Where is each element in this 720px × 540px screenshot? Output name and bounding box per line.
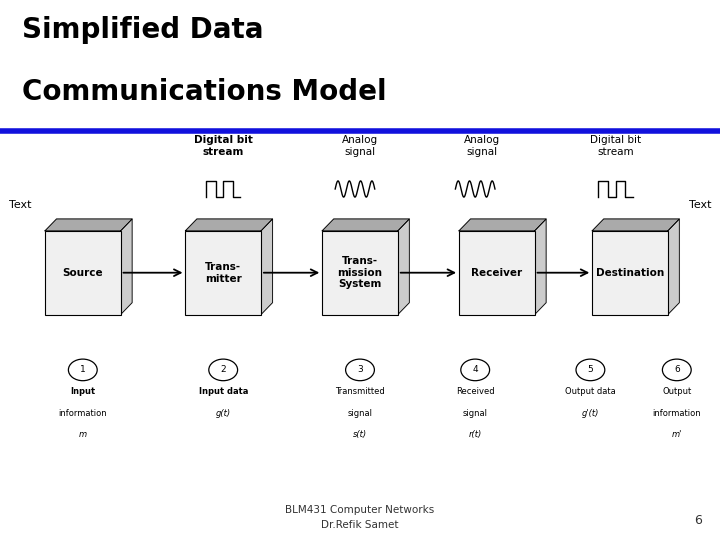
Text: Trans-
mission
System: Trans- mission System	[338, 256, 382, 289]
Text: BLM431 Computer Networks: BLM431 Computer Networks	[285, 505, 435, 515]
Text: Source: Source	[63, 268, 103, 278]
Bar	[323, 231, 397, 314]
Text: information: information	[652, 409, 701, 418]
Text: Output: Output	[662, 387, 691, 396]
Polygon shape	[534, 219, 546, 314]
Bar	[593, 231, 668, 314]
Text: g(t): g(t)	[215, 409, 231, 418]
Text: information: information	[58, 409, 107, 418]
Polygon shape	[45, 219, 132, 231]
Polygon shape	[261, 219, 272, 314]
Text: 4: 4	[472, 366, 478, 374]
Text: s(t): s(t)	[353, 430, 367, 440]
Text: Communications Model: Communications Model	[22, 78, 386, 106]
Text: m: m	[78, 430, 87, 440]
Polygon shape	[397, 219, 409, 314]
Text: Input: Input	[71, 387, 95, 396]
Bar	[459, 231, 534, 314]
Text: 1: 1	[80, 366, 86, 374]
Text: Dr.Refik Samet: Dr.Refik Samet	[321, 520, 399, 530]
Text: 6: 6	[694, 514, 702, 526]
Text: Text: Text	[688, 200, 711, 210]
Text: Received: Received	[456, 387, 495, 396]
Text: Analog
signal: Analog signal	[342, 135, 378, 157]
Text: g'(t): g'(t)	[582, 409, 599, 418]
Text: Destination: Destination	[596, 268, 664, 278]
Polygon shape	[121, 219, 132, 314]
Text: Output data: Output data	[565, 387, 616, 396]
Text: signal: signal	[463, 409, 487, 418]
Bar	[186, 231, 261, 314]
Text: signal: signal	[348, 409, 372, 418]
Text: 6: 6	[674, 366, 680, 374]
Text: Text: Text	[9, 200, 32, 210]
Polygon shape	[593, 219, 680, 231]
Text: Input data: Input data	[199, 387, 248, 396]
Text: Transmitted: Transmitted	[335, 387, 385, 396]
Text: Digital bit
stream: Digital bit stream	[194, 135, 253, 157]
Text: Receiver: Receiver	[471, 268, 523, 278]
Text: r(t): r(t)	[469, 430, 482, 440]
Text: 2: 2	[220, 366, 226, 374]
Polygon shape	[459, 219, 546, 231]
Bar	[45, 231, 121, 314]
Text: Analog
signal: Analog signal	[464, 135, 500, 157]
Polygon shape	[186, 219, 272, 231]
Text: Simplified Data: Simplified Data	[22, 16, 263, 44]
Text: Trans-
mitter: Trans- mitter	[204, 262, 242, 284]
Polygon shape	[323, 219, 409, 231]
Text: 5: 5	[588, 366, 593, 374]
Text: 3: 3	[357, 366, 363, 374]
Text: Digital bit
stream: Digital bit stream	[590, 135, 642, 157]
Text: m': m'	[672, 430, 682, 440]
Polygon shape	[668, 219, 680, 314]
